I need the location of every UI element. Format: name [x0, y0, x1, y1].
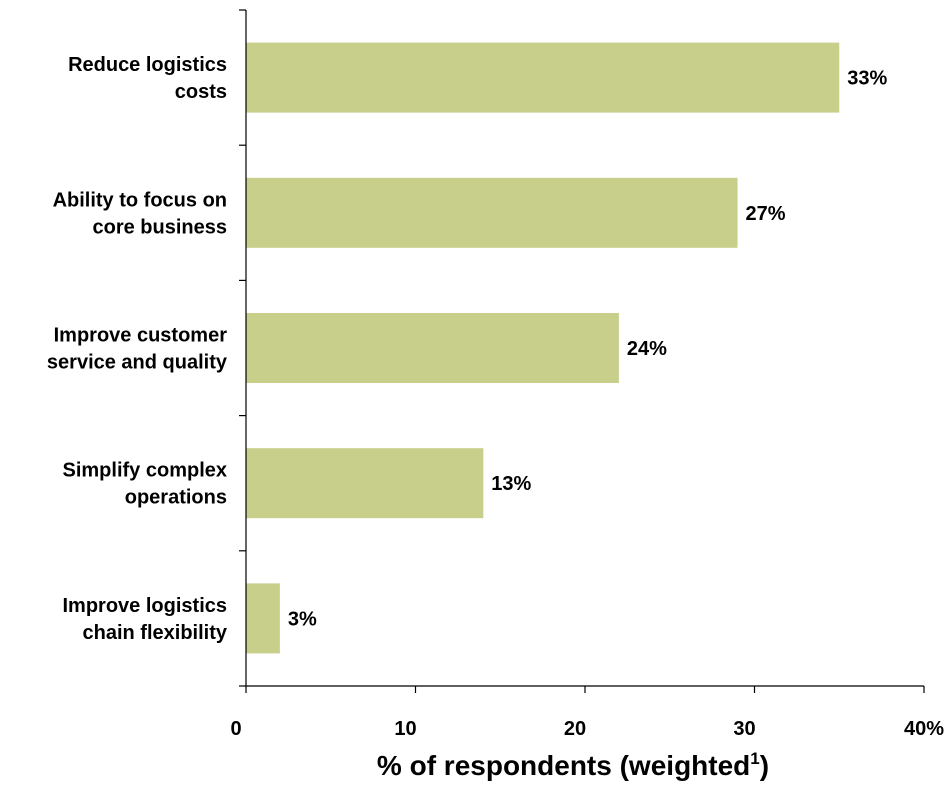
category-label-line: Simplify complex — [63, 460, 228, 482]
x-axis-title: % of respondents (weighted1) — [377, 749, 769, 781]
category-label-line: Improve customer — [54, 325, 228, 347]
x-axis-title-superscript: 1 — [750, 749, 759, 768]
x-axis-title-main: % of respondents (weighted — [377, 750, 750, 781]
bar-4 — [246, 583, 280, 654]
bars-layer — [246, 42, 840, 654]
data-label-2: 24% — [627, 338, 667, 360]
bar-2 — [246, 313, 619, 383]
category-label-4: Improve logistics chain flexibility — [63, 595, 228, 644]
x-tick-label-2: 20 — [564, 718, 586, 740]
category-label-line: Ability to focus on — [53, 189, 227, 211]
category-label-line: service and quality — [47, 352, 228, 374]
x-tick-label-3: 30 — [733, 718, 755, 740]
axes-layer — [239, 9, 925, 693]
labels-layer: Reduce logistics costs 33% Ability to focus… — [47, 54, 944, 740]
x-tick-label-0: 0 — [230, 718, 241, 740]
data-label-3: 13% — [491, 473, 531, 495]
category-label-line: Improve logistics — [63, 595, 228, 617]
data-label-1: 27% — [746, 203, 786, 225]
data-label-4: 3% — [288, 608, 317, 630]
category-label-0: Reduce logistics costs — [68, 54, 227, 103]
x-tick-label-4: 40% — [904, 718, 944, 740]
x-axis-title-suffix: ) — [760, 750, 769, 781]
category-label-line: Reduce logistics — [68, 54, 227, 76]
bar-1 — [246, 177, 738, 248]
data-label-0: 33% — [847, 68, 887, 90]
x-tick-label-1: 10 — [394, 718, 416, 740]
category-label-line: chain flexibility — [83, 622, 228, 644]
bar-3 — [246, 448, 484, 519]
category-label-line: costs — [175, 81, 227, 103]
category-label-2: Improve customer service and quality — [47, 325, 228, 374]
category-label-3: Simplify complex operations — [63, 460, 228, 509]
bar-0 — [246, 42, 840, 113]
category-label-line: operations — [125, 487, 227, 509]
category-label-line: core business — [92, 216, 227, 238]
category-label-1: Ability to focus on core business — [53, 189, 227, 238]
